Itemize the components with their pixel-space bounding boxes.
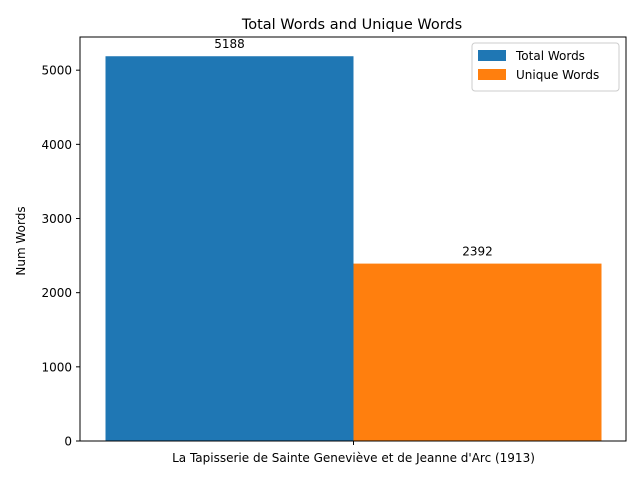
x-axis: La Tapisserie de Sainte Geneviève et de … (172, 441, 535, 465)
bars-group (105, 56, 602, 441)
plot-frame (79, 36, 627, 442)
bar-value-label: 2392 (462, 245, 493, 259)
bar-labels-group: 5188 2392 (214, 37, 493, 258)
bar-value-label: 5188 (214, 37, 245, 51)
bar-total-words (105, 56, 354, 441)
legend-swatch (478, 50, 506, 61)
y-tick-label: 5000 (41, 64, 72, 78)
legend-swatch (478, 69, 506, 80)
chart-title: Total Words and Unique Words (241, 17, 462, 33)
y-tick-label: 0 (64, 435, 72, 449)
y-axis-label: Num Words (14, 206, 28, 275)
y-tick-label: 1000 (41, 360, 72, 374)
bar-unique-words (353, 263, 602, 441)
legend: Total Words Unique Words (471, 42, 620, 92)
y-axis: 0 1000 2000 3000 4000 5000 (41, 64, 80, 449)
x-tick-label: La Tapisserie de Sainte Geneviève et de … (172, 451, 535, 465)
legend-box (471, 42, 620, 92)
legend-label: Total Words (515, 49, 585, 63)
legend-label: Unique Words (516, 68, 599, 82)
y-tick-label: 4000 (41, 138, 72, 152)
y-tick-label: 3000 (41, 212, 72, 226)
y-tick-label: 2000 (41, 286, 72, 300)
